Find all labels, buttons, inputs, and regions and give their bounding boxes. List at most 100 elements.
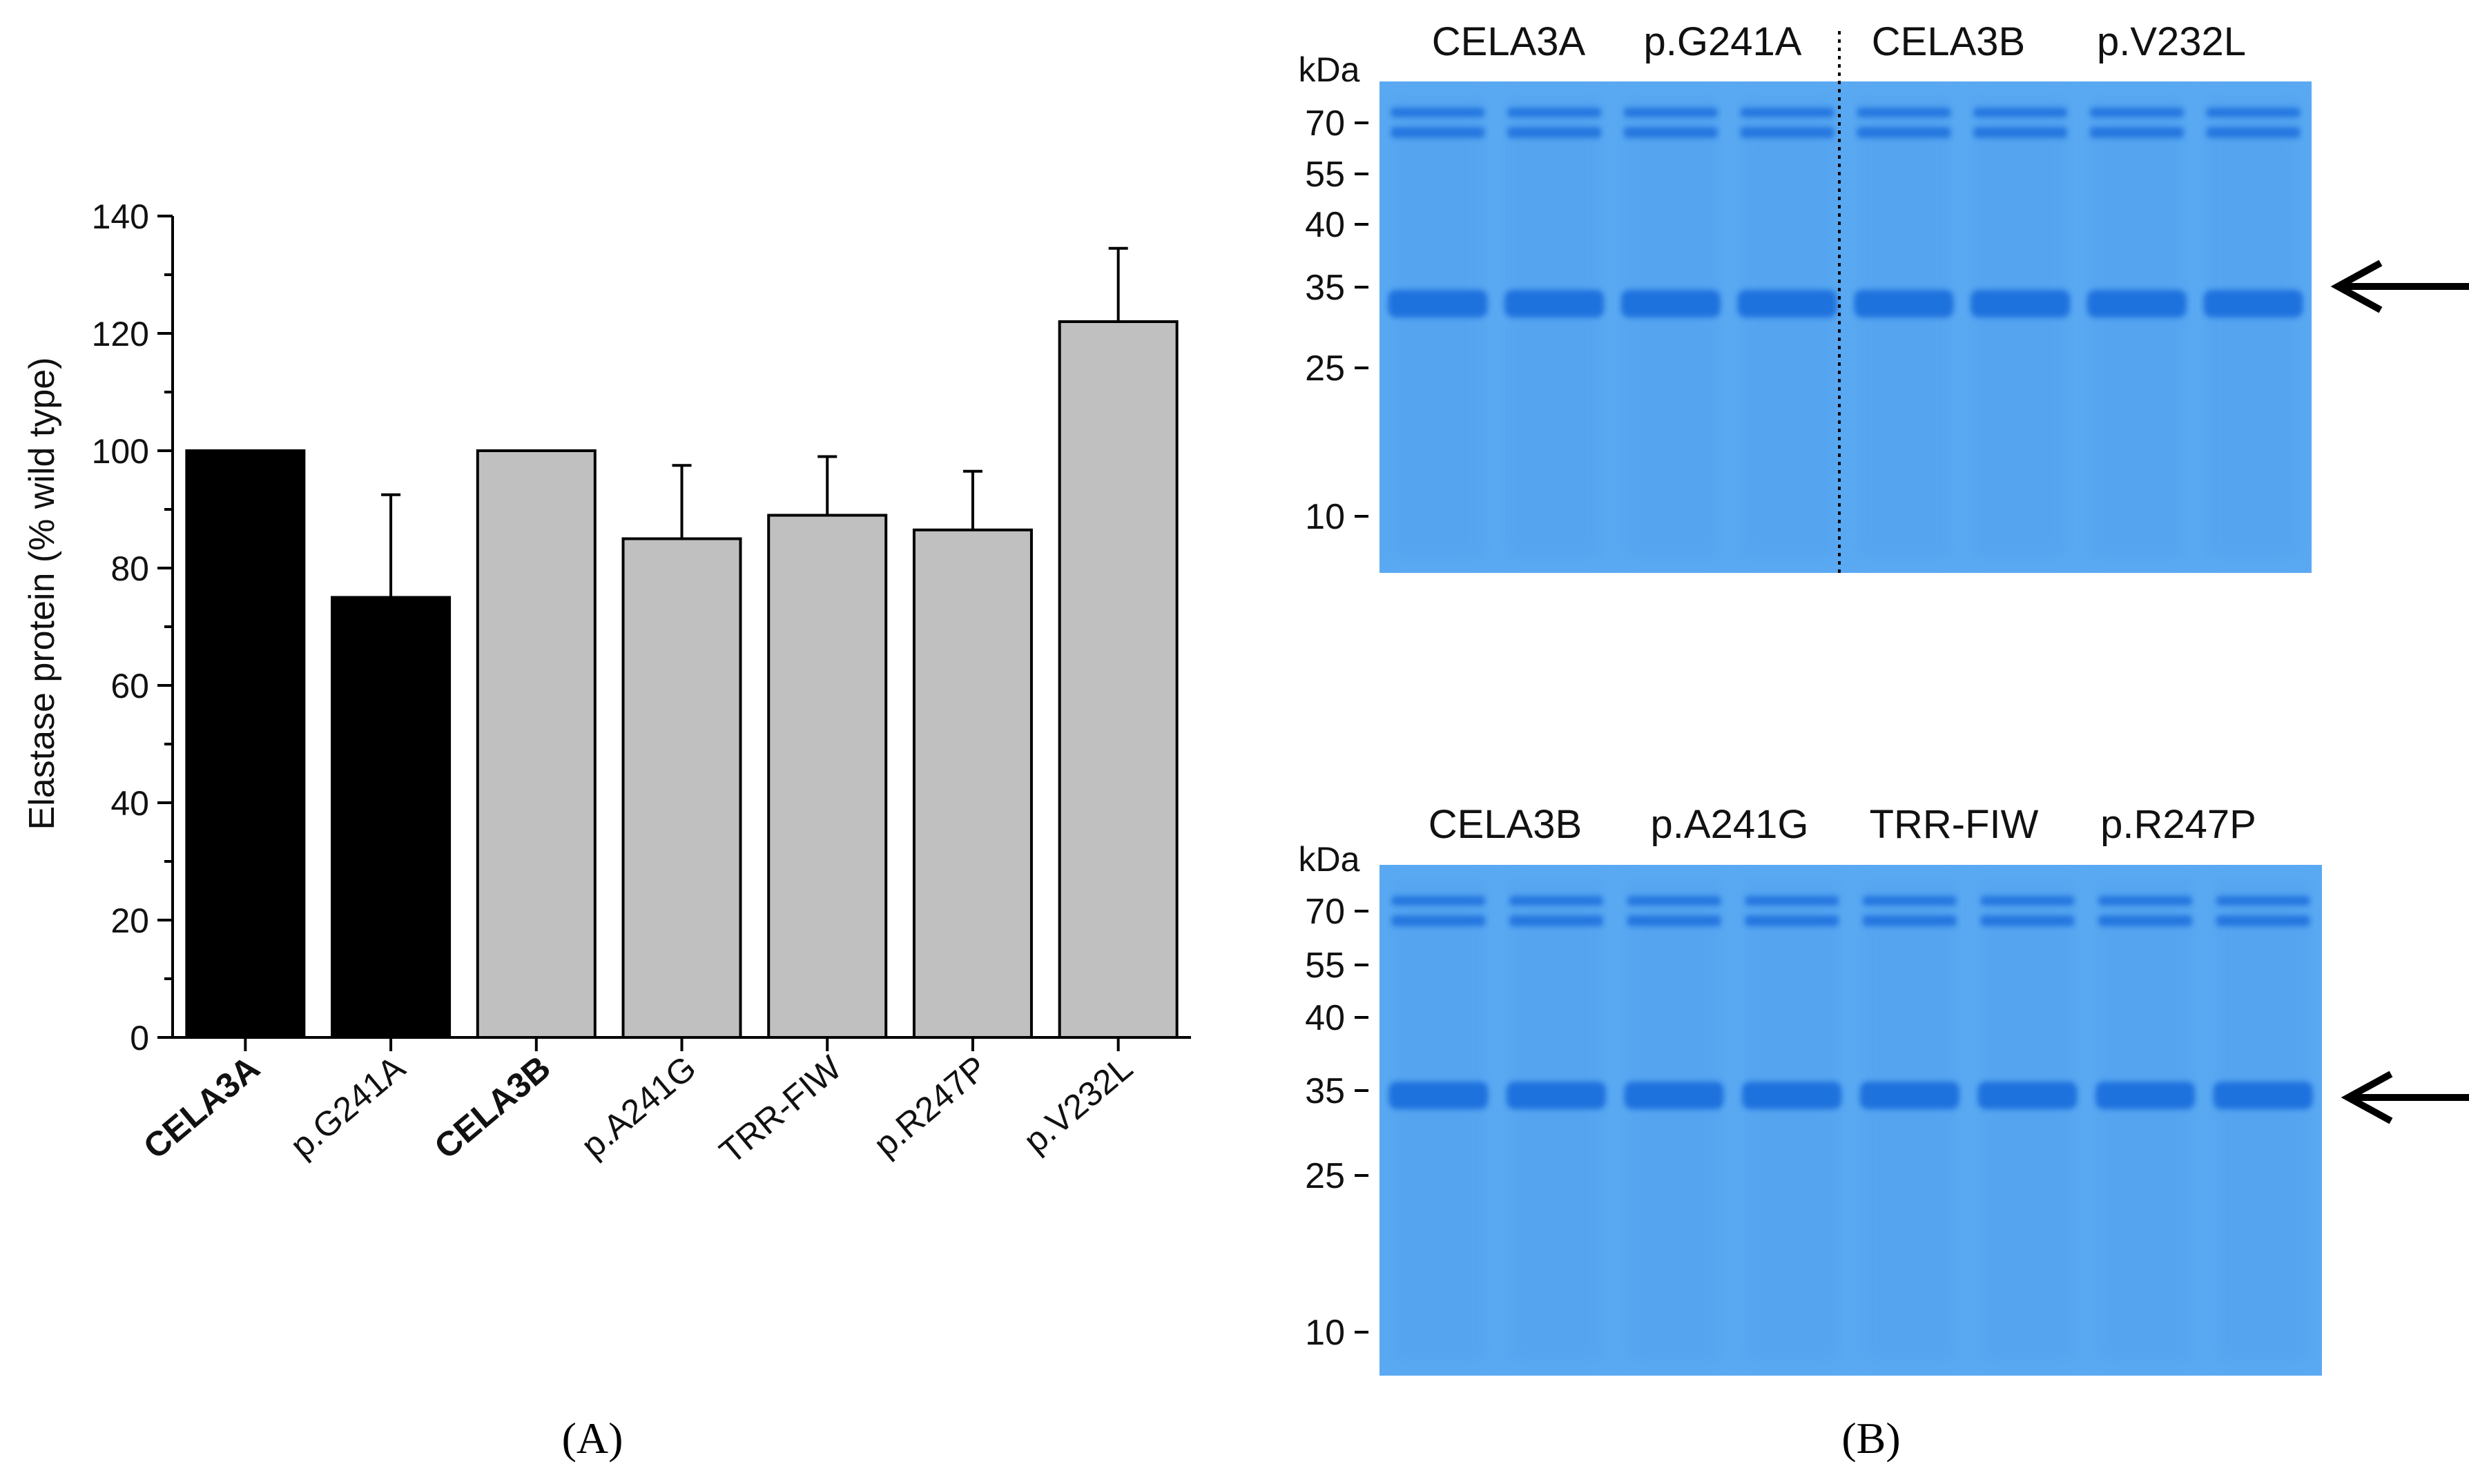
gel-band-35 — [1854, 290, 1954, 318]
gel-band-70-upper — [1391, 896, 1486, 906]
gel-lane — [1861, 879, 1958, 1362]
gel-marker-label: 70 — [1305, 892, 1345, 932]
x-tick-label: p.R247P — [866, 1048, 994, 1164]
gel-lane — [1506, 95, 1603, 559]
gel-band-70-upper — [1507, 108, 1602, 117]
x-tick-label: TRR-FIW — [713, 1048, 849, 1171]
gel-lane-label: TRR-FIW — [1870, 802, 2039, 847]
gel-marker-label: 10 — [1305, 497, 1345, 537]
gel-marker-label: 25 — [1305, 349, 1345, 389]
gel-band-35 — [1504, 290, 1605, 318]
gel-band-35 — [1977, 1082, 2078, 1109]
gel-band-70-upper — [2206, 108, 2301, 117]
gel-lane — [1622, 95, 1719, 559]
gel-lane — [2088, 95, 2185, 559]
gel-band-70-upper — [2098, 896, 2193, 906]
gel-lane-label: p.V232L — [2097, 19, 2246, 64]
gel-band-70-upper — [1745, 896, 1839, 906]
gel-band-35 — [2213, 1082, 2313, 1109]
gel-marker-label: 35 — [1305, 268, 1345, 308]
gel-band-70-lower — [1623, 127, 1718, 138]
y-tick-label: 0 — [130, 1019, 149, 1057]
gel-band-35 — [2203, 290, 2303, 318]
gel-lane-label: p.A241G — [1651, 802, 1809, 847]
gel-band-70-lower — [1507, 127, 1602, 138]
y-tick-label: 140 — [92, 197, 149, 236]
bar-cela3a — [185, 449, 306, 1039]
gel-band-70-upper — [1973, 108, 2068, 117]
panel-label-b: (B) — [1841, 1414, 1900, 1463]
gel-band-70-lower — [1862, 915, 1957, 926]
y-tick-label: 40 — [110, 784, 149, 823]
gel-lane — [2205, 95, 2302, 559]
gel-marker-label: 25 — [1305, 1156, 1345, 1196]
x-tick-label: p.A241G — [574, 1048, 703, 1166]
gel-lane — [1972, 95, 2069, 559]
gel-band-35 — [1742, 1082, 1842, 1109]
gel-lane-label: CELA3B — [1429, 802, 1582, 847]
band-arrow-head — [2341, 1071, 2393, 1124]
gel-band-70-lower — [2089, 127, 2184, 138]
gel-lane — [2097, 879, 2194, 1362]
gel-lane-label: p.R247P — [2100, 802, 2256, 847]
gel-marker-label: 40 — [1305, 205, 1345, 245]
gel-band-35 — [2086, 290, 2187, 318]
gel-band-35 — [1971, 290, 2071, 318]
x-tick-label: CELA3B — [427, 1048, 558, 1166]
gel-band-70-lower — [1509, 915, 1603, 926]
gel-band-70-lower — [1391, 127, 1485, 138]
y-tick-label: 80 — [110, 549, 149, 588]
gel-lane — [1390, 879, 1487, 1362]
y-axis-label: Elastase protein (% wild type) — [22, 358, 62, 830]
y-tick-label: 120 — [92, 315, 149, 353]
gel-lane — [1739, 95, 1836, 559]
gel-lane — [2214, 879, 2312, 1362]
gel-band-70-upper — [1623, 108, 1718, 117]
y-tick-label: 100 — [92, 432, 149, 471]
gel-lane — [1855, 95, 1953, 559]
gel-band-70-upper — [1627, 896, 1721, 906]
gel-lane-label: CELA3B — [1872, 19, 2025, 64]
gel-band-35 — [1624, 1082, 1724, 1109]
bar-chart-panel-a: 0 20 40 60 80 100 120 140 CELA3A p.G241A CELA3B p.A… — [22, 197, 1191, 1463]
gel-kda-label: kDa — [1299, 840, 1360, 879]
gel-band-70-upper — [1509, 896, 1603, 906]
gel-marker-label: 40 — [1305, 998, 1345, 1038]
gel-band-70-lower — [1391, 915, 1486, 926]
gel-band-70-lower — [2216, 915, 2310, 926]
gel-band-70-lower — [1980, 915, 2075, 926]
gel-lane — [1979, 879, 2076, 1362]
gel-band-35 — [1620, 290, 1721, 318]
gel-lane-label: CELA3A — [1432, 19, 1586, 64]
gel-band-70-lower — [1973, 127, 2068, 138]
gel-band-35 — [1859, 1082, 1959, 1109]
gel-top: CELA3A p.G241A CELA3B p.V232L kDa 70 55 40 35 25 1… — [1299, 19, 2469, 573]
gel-band-70-lower — [2206, 127, 2301, 138]
gel-band-35 — [1506, 1082, 1606, 1109]
gel-band-35 — [1388, 1082, 1489, 1109]
gel-lane-label: p.G241A — [1644, 19, 1802, 64]
gel-bottom: CELA3B p.A241G TRR-FIW p.R247P kDa 70 55 40 35 25… — [1299, 802, 2469, 1376]
gel-band-70-upper — [1857, 108, 1951, 117]
y-tick-label: 60 — [110, 667, 149, 705]
y-tick-label: 20 — [110, 901, 149, 940]
bar-cela3b — [476, 449, 597, 1039]
gel-band-70-upper — [1391, 108, 1485, 117]
gel-band-70-upper — [1740, 108, 1834, 117]
gel-marker-label: 55 — [1305, 946, 1345, 986]
bar-p-r247p — [912, 528, 1033, 1039]
band-arrow-head — [2330, 260, 2383, 313]
bar-p-v232l — [1058, 320, 1179, 1039]
gel-band-35 — [1388, 290, 1488, 318]
gel-lane — [1743, 879, 1841, 1362]
gel-kda-label: kDa — [1299, 50, 1360, 89]
bar-trr-fiw — [767, 514, 888, 1039]
gel-band-70-upper — [1980, 896, 2075, 906]
gel-band-70-upper — [2216, 896, 2310, 906]
gel-band-70-lower — [1857, 127, 1951, 138]
gel-band-70-lower — [1627, 915, 1721, 926]
x-tick-label: CELA3A — [136, 1048, 267, 1166]
gel-marker-label: 70 — [1305, 104, 1345, 144]
gel-band-70-upper — [1862, 896, 1957, 906]
